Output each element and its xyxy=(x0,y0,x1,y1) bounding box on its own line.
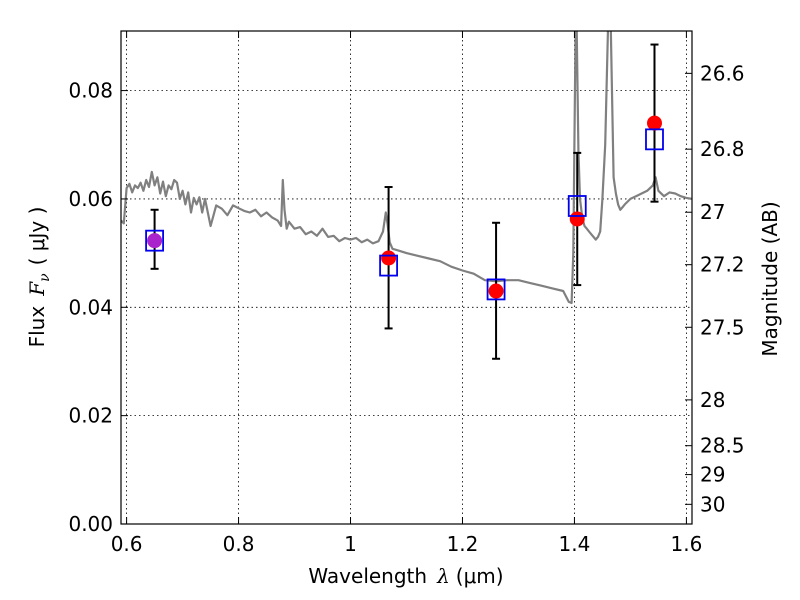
y-tick-label: 0.08 xyxy=(68,79,113,103)
x-tick-label: 1.6 xyxy=(670,532,702,556)
x-tick-label: 0.6 xyxy=(111,532,143,556)
model-photometry-square xyxy=(645,128,664,151)
mag-tick-label: 29 xyxy=(700,463,725,487)
plot-frame xyxy=(120,30,693,525)
sed-model-layer xyxy=(121,31,692,305)
y-tick-label: 0.02 xyxy=(68,404,113,428)
mag-tick-label: 28.5 xyxy=(700,434,745,458)
photometry-layer xyxy=(145,43,664,360)
model-photometry-square xyxy=(567,195,587,217)
photometry-point xyxy=(569,211,585,227)
mag-tick-label: 27.2 xyxy=(700,253,745,277)
x-axis-label: Wavelength λ (μm) xyxy=(308,564,503,588)
x-tick-label: 0.8 xyxy=(223,532,255,556)
y-tick-label: 0.00 xyxy=(68,512,113,536)
mag-tick-label: 26.6 xyxy=(700,61,745,85)
model-photometry-square xyxy=(379,254,398,277)
model-photometry-square xyxy=(486,278,506,301)
mag-tick-label: 30 xyxy=(700,492,725,516)
x-tick-label: 1 xyxy=(344,532,357,556)
y-tick-label: 0.06 xyxy=(68,187,113,211)
grid-lines xyxy=(121,31,692,524)
photometry-point xyxy=(147,233,163,249)
photometry-point xyxy=(381,250,397,266)
mag-tick-label: 27.5 xyxy=(700,315,745,339)
mag-tick-label: 27 xyxy=(700,200,725,224)
y-tick-label: 0.04 xyxy=(68,295,113,319)
photometry-point xyxy=(646,115,662,131)
x-tick-label: 1.2 xyxy=(447,532,479,556)
x-tick-label: 1.4 xyxy=(559,532,591,556)
y-axis-label: FluxFν( μJy ) xyxy=(25,207,53,348)
photometry-point xyxy=(488,283,504,299)
axis-ticks: 0.6 0.8 1 1.2 1.4 1.6 0.00 0.02 0.04 0.06 0.08 26.6… xyxy=(68,31,745,556)
model-photometry-square xyxy=(145,229,164,252)
mag-tick-label: 28 xyxy=(700,388,725,412)
sed-model-line xyxy=(121,31,692,305)
mag-tick-label: 26.8 xyxy=(700,137,745,161)
right-axis-label: Magnitude (AB) xyxy=(758,201,782,356)
